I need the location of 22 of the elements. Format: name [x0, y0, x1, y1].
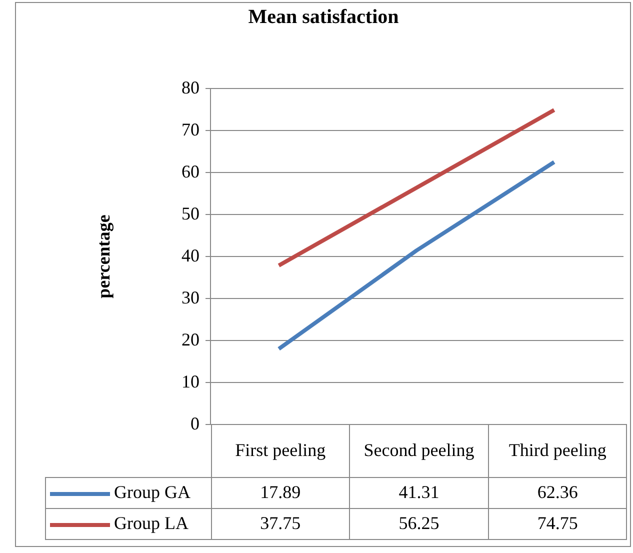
y-tick-label: 40 — [182, 246, 200, 266]
chart-title: Mean satisfaction — [248, 6, 399, 28]
x-tick-label: First peeling — [211, 424, 350, 477]
y-tick-label: 20 — [182, 330, 200, 350]
data-label: 37.75 — [211, 508, 350, 539]
data-label: 74.75 — [488, 508, 627, 539]
data-label: 17.89 — [211, 477, 350, 508]
legend-label: Group LA — [46, 508, 211, 539]
y-tick-label: 0 — [190, 414, 200, 434]
y-tick-label: 50 — [182, 204, 200, 224]
y-tick-label: 30 — [182, 288, 200, 308]
y-axis-title: percentage — [94, 214, 114, 298]
x-tick-label: Second peeling — [350, 424, 488, 477]
data-label: 62.36 — [488, 477, 627, 508]
data-label: 41.31 — [350, 477, 488, 508]
legend-label: Group GA — [46, 477, 211, 508]
y-tick-label: 80 — [182, 78, 200, 98]
y-tick-label: 10 — [182, 372, 200, 392]
data-label: 56.25 — [350, 508, 488, 539]
y-tick-label: 60 — [182, 162, 200, 182]
x-tick-label: Third peeling — [488, 424, 627, 477]
y-tick-label: 70 — [182, 120, 200, 140]
